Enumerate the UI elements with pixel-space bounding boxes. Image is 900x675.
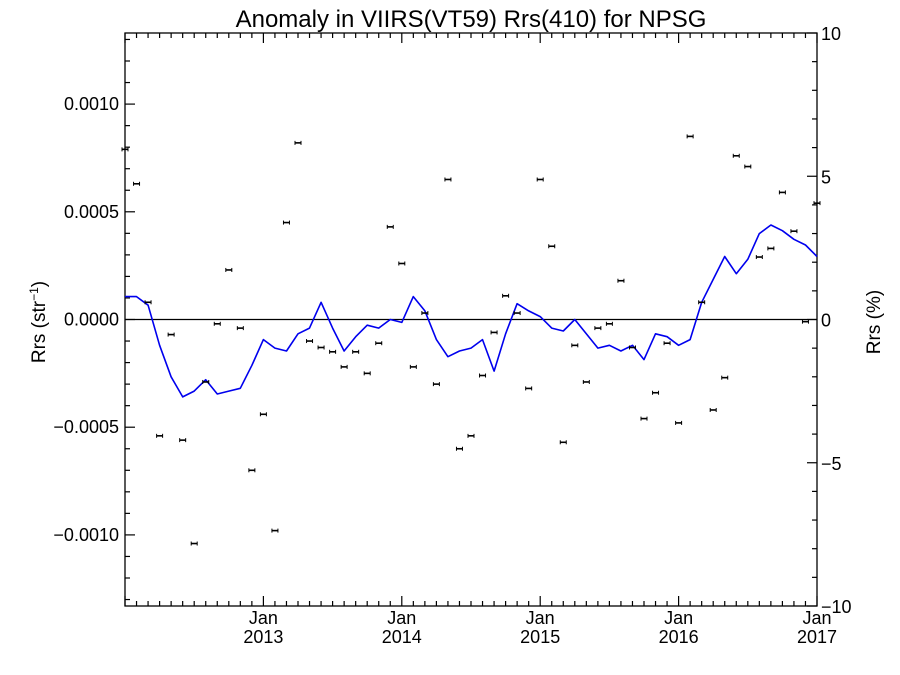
x-tick-year: 2014 xyxy=(382,627,422,647)
anomaly-data-point xyxy=(167,332,175,337)
anomaly-data-point xyxy=(271,528,279,533)
anomaly-data-point xyxy=(467,433,475,438)
anomaly-data-point xyxy=(432,382,440,387)
anomaly-data-point xyxy=(329,349,337,354)
anomaly-data-point xyxy=(202,379,210,384)
right-axis-ticks: 10 5 0 −5 −10 xyxy=(807,24,852,617)
percent-anomaly-line xyxy=(125,224,818,398)
left-tick-label: −0.0010 xyxy=(53,525,119,545)
right-tick-label: 0 xyxy=(821,311,831,331)
anomaly-data-point xyxy=(282,220,290,225)
x-tick-month: Jan xyxy=(249,608,278,628)
right-tick-label: −5 xyxy=(821,454,842,474)
anomaly-data-point xyxy=(352,349,360,354)
left-tick-label: −0.0005 xyxy=(53,417,119,437)
anomaly-data-point xyxy=(409,364,417,369)
anomaly-data-point xyxy=(144,300,152,305)
anomaly-data-point xyxy=(363,371,371,376)
anomaly-data-point xyxy=(225,267,233,272)
anomaly-data-point xyxy=(121,147,129,152)
anomaly-data-point xyxy=(179,438,187,443)
anomaly-data-point xyxy=(628,345,636,350)
anomaly-data-point xyxy=(582,379,590,384)
anomaly-data-point xyxy=(605,321,613,326)
anomaly-data-point xyxy=(525,386,533,391)
anomaly-data-point xyxy=(375,341,383,346)
anomaly-data-point xyxy=(513,311,521,316)
x-tick-year: 2017 xyxy=(797,627,837,647)
anomaly-data-point xyxy=(248,468,256,473)
anomaly-data-point xyxy=(398,261,406,266)
absolute-anomaly-series xyxy=(121,134,821,546)
anomaly-data-point xyxy=(675,420,683,425)
x-tick-month: Jan xyxy=(387,608,416,628)
left-tick-label: 0.0010 xyxy=(64,94,119,114)
anomaly-data-point xyxy=(444,177,452,182)
anomaly-data-point xyxy=(559,440,567,445)
anomaly-data-point xyxy=(755,255,763,260)
right-tick-label: 10 xyxy=(821,24,841,44)
left-axis-ticks: 0.0010 0.0005 0.0000 −0.0005 −0.0010 xyxy=(53,38,135,601)
anomaly-data-point xyxy=(502,293,510,298)
anomaly-data-point xyxy=(617,278,625,283)
anomaly-data-point xyxy=(490,330,498,335)
anomaly-data-point xyxy=(317,345,325,350)
anomaly-data-point xyxy=(133,181,141,186)
x-tick-year: 2015 xyxy=(520,627,560,647)
anomaly-data-point xyxy=(744,164,752,169)
anomaly-data-point xyxy=(479,373,487,378)
x-tick-year: 2016 xyxy=(659,627,699,647)
x-tick-year: 2013 xyxy=(243,627,283,647)
anomaly-data-point xyxy=(686,134,694,139)
anomaly-data-point xyxy=(767,246,775,251)
x-tick-month: Jan xyxy=(664,608,693,628)
x-tick-month: Jan xyxy=(802,608,831,628)
left-tick-label: 0.0005 xyxy=(64,202,119,222)
anomaly-data-point xyxy=(571,343,579,348)
right-axis-label: Rrs (%) xyxy=(864,290,885,354)
anomaly-data-point xyxy=(259,412,267,417)
anomaly-data-point xyxy=(640,416,648,421)
anomaly-data-point xyxy=(213,321,221,326)
anomaly-data-point xyxy=(698,300,706,305)
chart-title: Anomaly in VIIRS(VT59) Rrs(410) for NPSG xyxy=(236,6,707,33)
left-axis-label: Rrs (str−1) xyxy=(27,281,50,363)
right-tick-label: 5 xyxy=(821,167,831,187)
anomaly-data-point xyxy=(790,229,798,234)
left-tick-label: 0.0000 xyxy=(64,310,119,330)
anomaly-data-point xyxy=(421,311,429,316)
anomaly-data-point xyxy=(709,407,717,412)
anomaly-data-point xyxy=(236,326,244,331)
anomaly-data-point xyxy=(732,153,740,158)
right-tick-label: −10 xyxy=(821,597,852,617)
anomaly-data-point xyxy=(386,224,394,229)
anomaly-data-point xyxy=(813,201,821,206)
anomaly-data-point xyxy=(594,326,602,331)
anomaly-data-point xyxy=(156,433,164,438)
x-tick-month: Jan xyxy=(526,608,555,628)
anomaly-data-point xyxy=(340,364,348,369)
anomaly-data-point xyxy=(652,390,660,395)
percent-anomaly-series xyxy=(125,224,818,398)
anomaly-data-point xyxy=(455,446,463,451)
anomaly-data-point xyxy=(548,244,556,249)
anomaly-data-point xyxy=(190,541,198,546)
anomaly-data-point xyxy=(306,339,314,344)
anomaly-data-point xyxy=(801,319,809,324)
anomaly-data-point xyxy=(721,375,729,380)
anomaly-data-point xyxy=(663,341,671,346)
anomaly-data-point xyxy=(536,177,544,182)
anomaly-data-point xyxy=(294,140,302,145)
anomaly-data-point xyxy=(778,190,786,195)
